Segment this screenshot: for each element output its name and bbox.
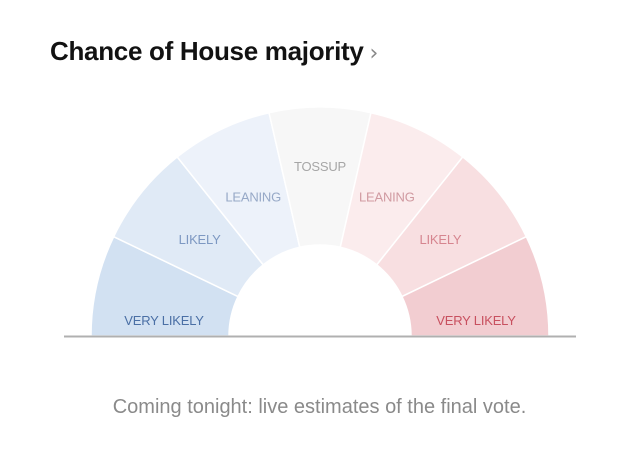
gauge-label-0-very-likely: VERY LIKELY (124, 313, 204, 328)
gauge-label-1-likely: LIKELY (179, 232, 221, 247)
coming-tonight-caption: Coming tonight: live estimates of the fi… (112, 396, 527, 418)
gauge-label-4-leaning: LEANING (359, 189, 415, 204)
gauge-labels: VERY LIKELY LIKELY LEANING TOSSUP LEANING LIK… (124, 159, 516, 328)
chart-title-row[interactable]: Chance of House majority › (50, 36, 378, 67)
gauge-segments (90, 106, 550, 337)
chevron-right-icon[interactable]: › (369, 41, 379, 66)
gauge-label-6-very-likely: VERY LIKELY (436, 313, 516, 328)
gauge-label-5-likely: LIKELY (419, 232, 461, 247)
gauge-label-3-tossup: TOSSUP (294, 159, 346, 174)
chart-title[interactable]: Chance of House majority (50, 36, 364, 66)
gauge-label-2-leaning: LEANING (225, 189, 281, 204)
